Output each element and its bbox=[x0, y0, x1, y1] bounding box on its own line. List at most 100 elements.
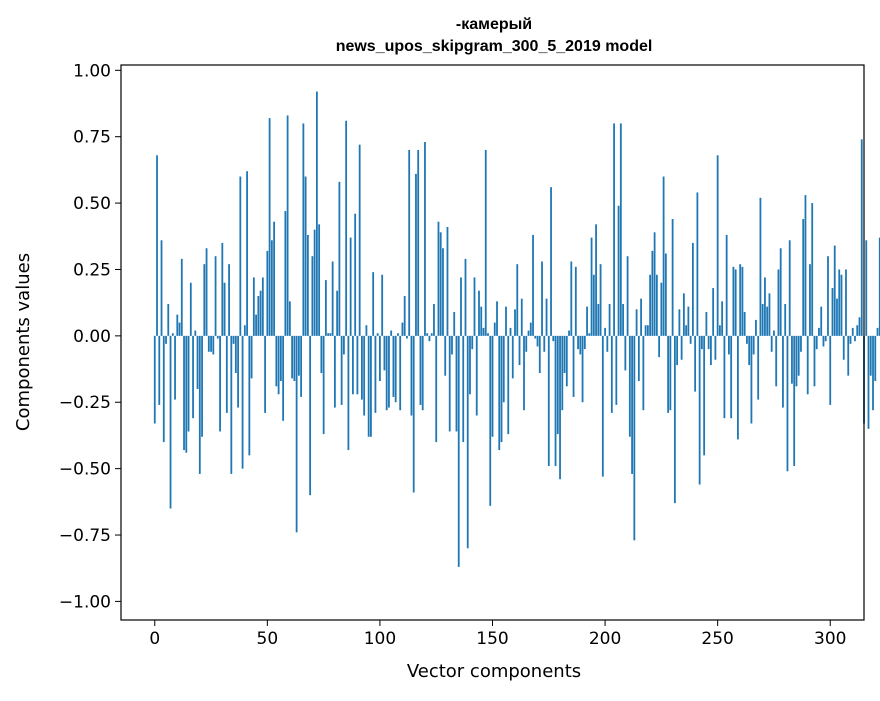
bar-component-114 bbox=[410, 335, 413, 416]
bar-component-170 bbox=[536, 335, 539, 347]
bar-component-288 bbox=[802, 219, 805, 336]
bar-component-37 bbox=[237, 335, 239, 408]
bar-component-317 bbox=[867, 335, 870, 429]
bar-component-292 bbox=[811, 203, 814, 336]
bar-component-143 bbox=[475, 335, 478, 416]
bar-component-58 bbox=[284, 211, 287, 336]
bar-component-43 bbox=[250, 335, 253, 379]
bar-component-129 bbox=[444, 335, 447, 376]
bar-component-72 bbox=[315, 91, 318, 336]
bar-component-89 bbox=[354, 213, 357, 336]
bar-component-275 bbox=[773, 330, 775, 336]
bar-component-13 bbox=[183, 335, 185, 451]
bar-component-16 bbox=[189, 282, 192, 336]
bar-component-264 bbox=[748, 335, 751, 366]
bar-component-272 bbox=[766, 306, 769, 336]
bar-component-238 bbox=[689, 335, 692, 344]
chart-title-line1: -камерый bbox=[456, 16, 532, 33]
x-axis-label: Vector components bbox=[407, 661, 581, 682]
bar-component-179 bbox=[556, 335, 559, 435]
bar-component-36 bbox=[234, 335, 237, 374]
bar-component-155 bbox=[502, 335, 505, 403]
bar-component-263 bbox=[746, 335, 748, 344]
bar-component-61 bbox=[291, 335, 294, 379]
bar-component-125 bbox=[435, 335, 438, 443]
y-tick-label: 0.75 bbox=[73, 128, 111, 148]
bar-component-116 bbox=[415, 173, 417, 336]
bar-component-158 bbox=[509, 327, 512, 336]
bar-component-301 bbox=[831, 288, 834, 336]
bar-component-270 bbox=[761, 304, 764, 336]
bar-component-115 bbox=[412, 335, 415, 493]
bar-component-91 bbox=[358, 144, 361, 336]
bar-component-64 bbox=[297, 335, 300, 376]
bar-component-224 bbox=[658, 335, 661, 358]
bar-component-153 bbox=[498, 335, 501, 451]
bar-component-182 bbox=[563, 335, 566, 374]
bar-component-161 bbox=[516, 264, 519, 336]
bar-component-190 bbox=[581, 335, 584, 403]
bar-component-159 bbox=[511, 335, 514, 379]
bar-component-320 bbox=[874, 335, 877, 381]
bar-component-59 bbox=[286, 115, 289, 336]
bar-component-169 bbox=[534, 335, 537, 339]
y-tick-label: 1.00 bbox=[73, 61, 111, 81]
bar-component-42 bbox=[248, 335, 251, 456]
bar-component-277 bbox=[777, 269, 780, 336]
bar-component-191 bbox=[583, 335, 586, 350]
bar-component-305 bbox=[840, 274, 843, 336]
bar-component-6 bbox=[167, 304, 170, 336]
bar-component-309 bbox=[849, 335, 852, 344]
bar-component-260 bbox=[739, 264, 742, 336]
bar-component-73 bbox=[318, 224, 321, 336]
bar-component-148 bbox=[487, 333, 489, 336]
bar-component-166 bbox=[527, 330, 530, 336]
bar-component-33 bbox=[228, 264, 230, 336]
bar-component-99 bbox=[376, 333, 379, 336]
bar-component-287 bbox=[800, 335, 802, 352]
bar-component-44 bbox=[252, 277, 255, 336]
bar-component-25 bbox=[210, 335, 212, 352]
bar-component-185 bbox=[570, 261, 573, 336]
bar-component-3 bbox=[160, 240, 163, 336]
bar-component-249 bbox=[714, 335, 717, 360]
bar-component-0 bbox=[153, 335, 156, 424]
bar-component-200 bbox=[604, 327, 606, 336]
bar-component-296 bbox=[820, 306, 823, 336]
bar-component-220 bbox=[649, 274, 652, 336]
bar-component-4 bbox=[162, 335, 165, 443]
bar-component-127 bbox=[439, 232, 442, 336]
bar-component-130 bbox=[446, 226, 449, 336]
bar-component-163 bbox=[520, 298, 523, 336]
bar-component-56 bbox=[279, 335, 282, 381]
bar-component-21 bbox=[201, 335, 203, 437]
bar-component-281 bbox=[786, 335, 789, 472]
bar-component-104 bbox=[388, 335, 390, 408]
x-tick-label: 200 bbox=[589, 629, 621, 649]
bar-component-50 bbox=[266, 250, 269, 336]
bar-component-314 bbox=[860, 139, 863, 336]
bar-component-196 bbox=[595, 224, 597, 336]
bar-component-133 bbox=[453, 311, 456, 336]
bar-component-132 bbox=[451, 335, 453, 355]
bar-component-174 bbox=[545, 298, 548, 336]
bar-component-160 bbox=[514, 309, 516, 336]
bar-component-239 bbox=[691, 242, 694, 336]
bar-component-18 bbox=[194, 330, 197, 336]
bar-component-27 bbox=[214, 256, 217, 336]
bar-component-128 bbox=[442, 248, 444, 336]
bar-component-75 bbox=[322, 335, 325, 435]
bar-component-310 bbox=[851, 327, 854, 336]
y-tick-label: −0.75 bbox=[59, 526, 111, 546]
bar-component-135 bbox=[457, 335, 460, 567]
bar-component-235 bbox=[682, 293, 685, 336]
bar-component-69 bbox=[309, 335, 312, 496]
bar-component-122 bbox=[428, 335, 431, 342]
bar-component-12 bbox=[180, 258, 183, 336]
bar-component-240 bbox=[694, 335, 697, 392]
bar-component-31 bbox=[223, 282, 226, 336]
bar-component-195 bbox=[592, 274, 595, 336]
bar-component-255 bbox=[728, 335, 730, 355]
bar-component-63 bbox=[295, 335, 298, 533]
bar-component-60 bbox=[288, 301, 291, 336]
